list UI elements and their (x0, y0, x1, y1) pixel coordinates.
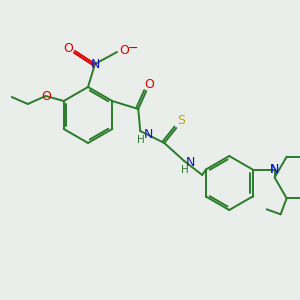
Text: H: H (137, 135, 145, 145)
Text: O: O (119, 44, 129, 56)
Text: O: O (63, 43, 73, 56)
Text: N: N (270, 163, 279, 176)
Text: N: N (144, 128, 153, 142)
Text: N: N (186, 157, 195, 169)
Text: S: S (177, 115, 185, 128)
Text: −: − (128, 41, 138, 55)
Text: O: O (144, 77, 154, 91)
Text: H: H (182, 165, 189, 175)
Text: N: N (270, 163, 279, 176)
Text: N: N (90, 58, 100, 70)
Text: O: O (41, 89, 51, 103)
